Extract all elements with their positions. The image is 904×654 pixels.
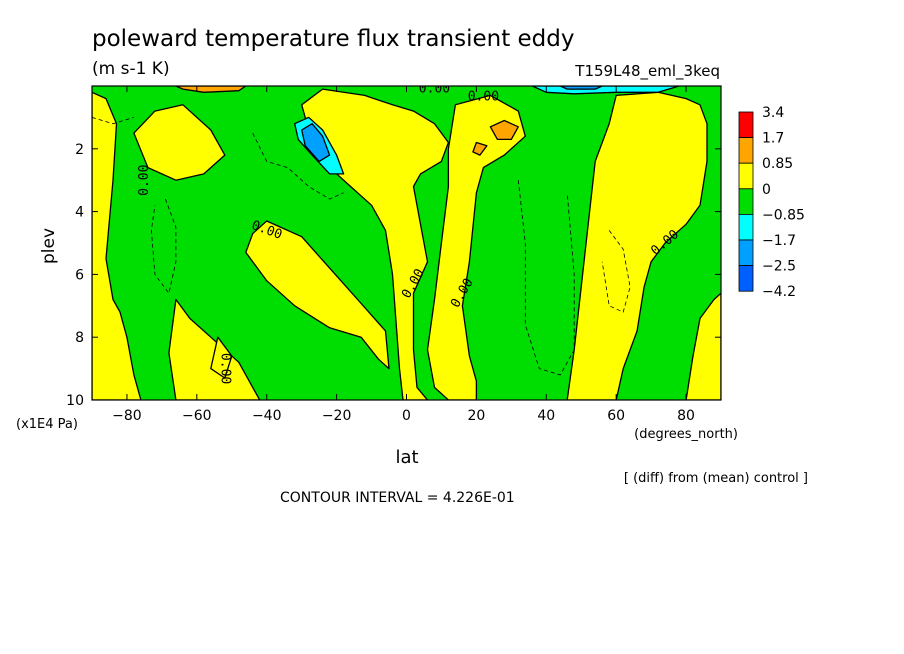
run-label: T159L48_eml_3keq xyxy=(574,62,720,81)
x-tick-label-5: 20 xyxy=(467,408,485,424)
contour-region-9 xyxy=(489,119,519,141)
x-tick-label-4: 0 xyxy=(402,408,411,424)
chart-title: poleward temperature flux transient eddy xyxy=(92,26,574,52)
x-axis: −80 −60 −40 −20 0 20 40 60 80 xyxy=(112,86,695,424)
colorbar-label-2: 0.85 xyxy=(762,156,793,172)
contour-region-14 xyxy=(531,86,680,95)
y-tick-label-1: 4 xyxy=(75,205,84,221)
contour-interval: CONTOUR INTERVAL = 4.226E-01 xyxy=(280,490,515,506)
contour-region-2 xyxy=(245,220,390,370)
colorbar: 3.4 1.7 0.85 0 −0.85 −1.7 −2.5 −4.2 xyxy=(738,105,805,300)
x-tick-label-1: −60 xyxy=(182,408,212,424)
x-tick-label-7: 60 xyxy=(607,408,625,424)
contour-label-0: 0.00 xyxy=(137,165,152,196)
colorbar-swatch-5 xyxy=(738,239,754,267)
negative-contour-0 xyxy=(150,198,177,295)
colorbar-label-6: −2.5 xyxy=(762,259,796,275)
contour-region-0 xyxy=(92,91,142,400)
colorbar-label-4: −0.85 xyxy=(762,207,805,223)
colorbar-label-5: −1.7 xyxy=(762,233,796,249)
contour-region-8 xyxy=(685,292,721,400)
negative-contour-2 xyxy=(517,180,575,376)
contour-region-13 xyxy=(301,123,331,163)
contour-region-11 xyxy=(472,141,488,156)
contour-region-7 xyxy=(566,91,708,400)
colorbar-label-1: 1.7 xyxy=(762,131,784,147)
colorbar-swatch-3 xyxy=(738,188,754,215)
x-tick-label-0: −80 xyxy=(112,408,142,424)
contour-region-15 xyxy=(559,86,603,90)
colorbar-swatch-1 xyxy=(738,137,754,164)
contour-region-4 xyxy=(210,336,233,379)
diff-note: [ (diff) from (mean) control ] xyxy=(624,471,808,486)
contour-label-5: 0.00 xyxy=(419,82,450,97)
plot-area: 0.000.000.00 0.000.000.000.000.00 xyxy=(91,82,722,401)
contour-region-1 xyxy=(133,104,226,181)
colorbar-label-7: −4.2 xyxy=(762,284,796,300)
contour-label-4: 0.00 xyxy=(217,353,232,384)
colorbar-swatch-4 xyxy=(738,213,754,241)
colorbar-swatch-2 xyxy=(738,162,754,190)
contour-region-10 xyxy=(175,86,247,93)
contour-region-3 xyxy=(168,298,261,400)
x-tick-label-3: −20 xyxy=(322,408,352,424)
colorbar-label-0: 3.4 xyxy=(762,105,784,121)
y-tick-label-4: 10 xyxy=(66,393,84,409)
x-axis-label: lat xyxy=(395,447,418,468)
x-tick-label-2: −40 xyxy=(252,408,282,424)
y-axis-label: plev xyxy=(39,228,59,264)
y-axis: 2 4 6 8 10 xyxy=(66,142,721,409)
contour-region-6 xyxy=(426,94,526,400)
colorbar-label-3: 0 xyxy=(762,182,771,198)
colorbar-swatch-0 xyxy=(738,111,754,139)
contour-label-6: 0.00 xyxy=(468,89,499,104)
chart-units: (m s-1 K) xyxy=(92,59,170,79)
x-axis-units: (degrees_north) xyxy=(634,427,738,442)
negative-contour-4 xyxy=(92,117,135,125)
y-axis-units: (x1E4 Pa) xyxy=(16,417,78,432)
y-tick-label-2: 6 xyxy=(75,267,84,283)
negative-contour-1 xyxy=(252,132,344,200)
x-tick-label-8: 80 xyxy=(677,408,695,424)
colorbar-swatch-6 xyxy=(738,265,754,292)
y-tick-label-3: 8 xyxy=(75,330,84,346)
x-tick-label-6: 40 xyxy=(537,408,555,424)
y-tick-label-0: 2 xyxy=(75,142,84,158)
